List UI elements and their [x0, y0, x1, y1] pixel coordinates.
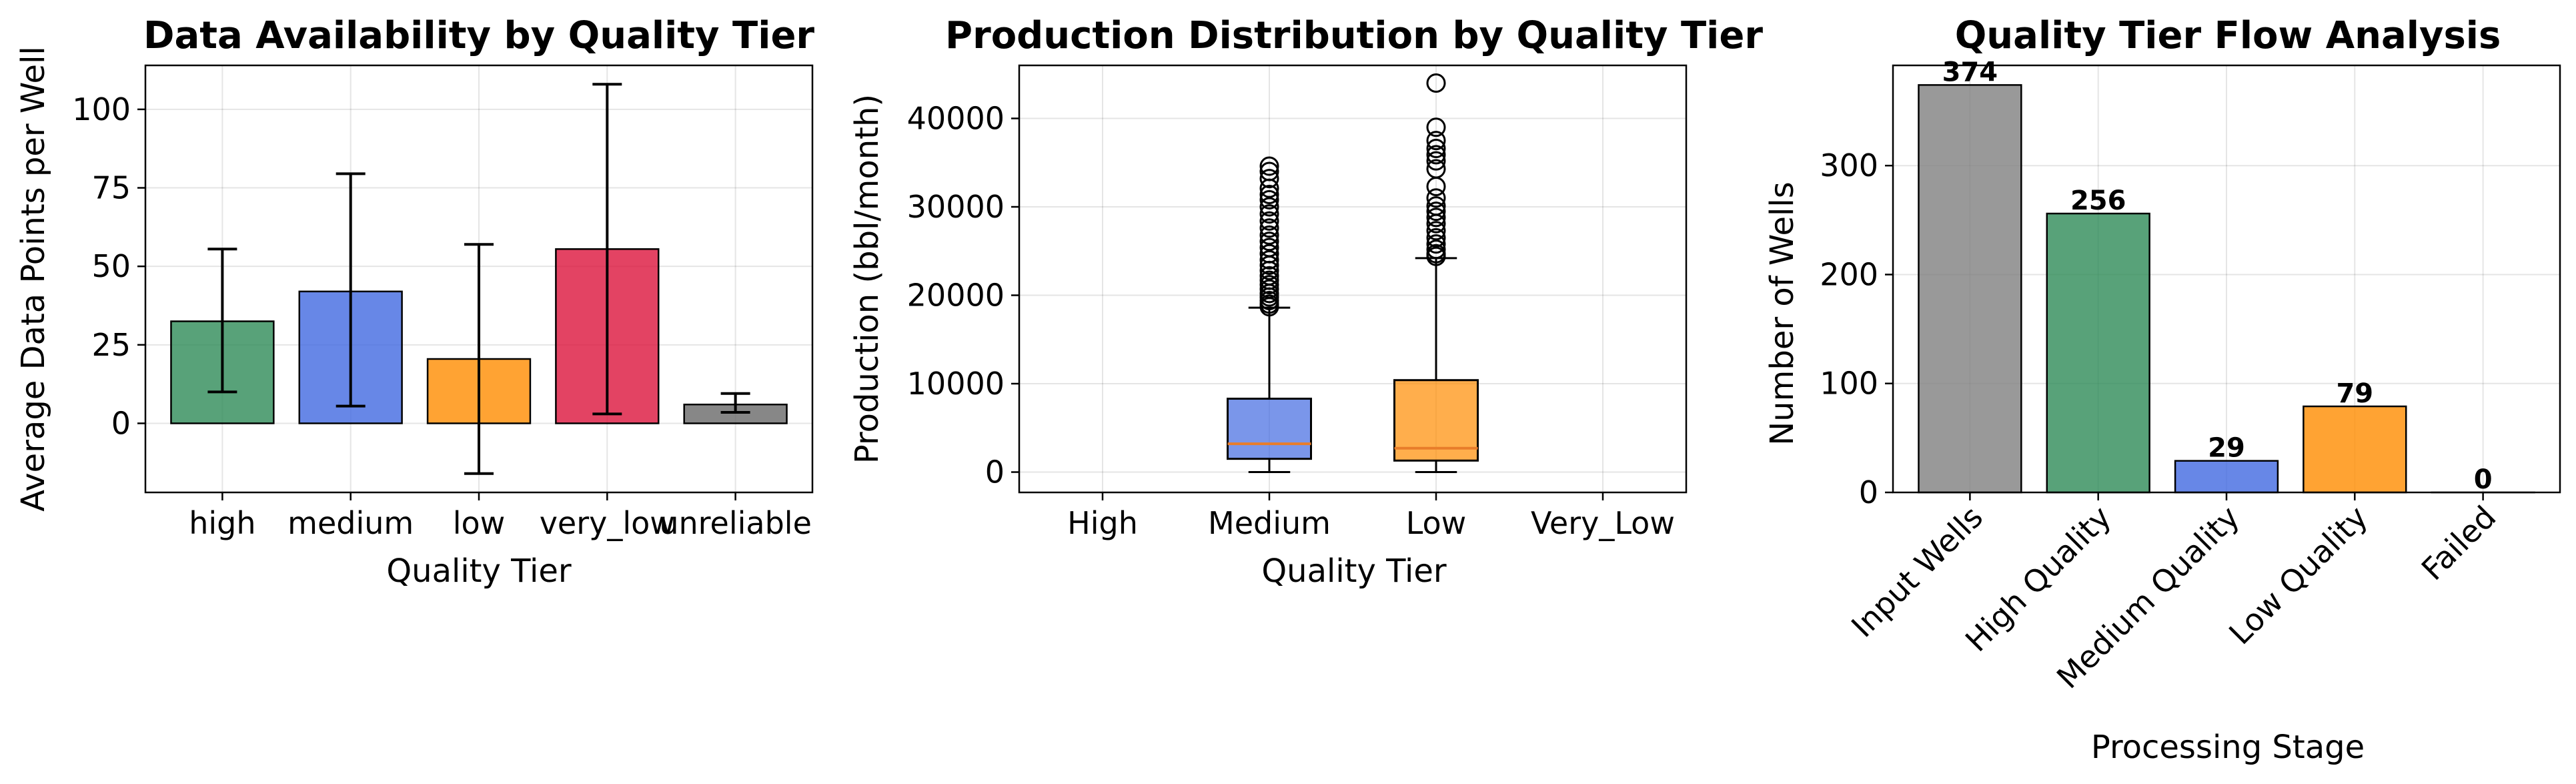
plot-frame: [1018, 64, 1688, 494]
outlier-point: [1259, 270, 1279, 290]
plot-frame: [1892, 64, 2561, 494]
outlier-point: [1259, 266, 1279, 286]
outlier-point: [1259, 238, 1279, 258]
outlier-point: [1259, 275, 1279, 295]
x-tick-label: Failed: [2415, 499, 2503, 588]
chart-title: Data Availability by Quality Tier: [143, 14, 814, 57]
x-tick-label: Low Quality: [2222, 499, 2375, 652]
x-axis-label: Quality Tier: [1261, 552, 1446, 590]
y-tick-label: 0: [111, 405, 131, 441]
outlier-point: [1259, 244, 1279, 264]
y-tick-label: 25: [91, 327, 131, 363]
outlier-point: [1259, 156, 1279, 176]
outlier-point: [1426, 202, 1446, 222]
plot-frame: [144, 64, 814, 494]
outlier-point: [1426, 117, 1446, 137]
outlier-point: [1426, 208, 1446, 228]
outlier-point: [1259, 211, 1279, 231]
chart-panel-production-distribution: Production Distribution by Quality Tier …: [848, 14, 1763, 590]
outlier-point: [1426, 228, 1446, 248]
data-label: 374: [1942, 57, 1998, 87]
y-axis-label: Average Data Points per Well: [15, 46, 52, 512]
y-tick-label: 100: [1820, 366, 1878, 402]
bar-input-wells: [1918, 84, 2022, 494]
y-tick-label: 75: [91, 170, 131, 206]
y-tick-label: 0: [1859, 474, 1878, 510]
outlier-point: [1426, 196, 1446, 216]
chart-title: Production Distribution by Quality Tier: [945, 14, 1763, 57]
x-tick-label: Medium: [1208, 505, 1331, 541]
y-tick-label: 40000: [907, 101, 1005, 137]
y-tick-label: 20000: [907, 278, 1005, 314]
x-tick-label: Low: [1406, 505, 1467, 541]
outlier-point: [1426, 221, 1446, 241]
y-tick-label: 300: [1820, 147, 1878, 183]
y-tick-label: 200: [1820, 256, 1878, 292]
bar-low-quality: [2303, 405, 2407, 494]
x-axis-label: Quality Tier: [386, 552, 571, 590]
chart-panel-data-availability: Data Availability by Quality Tier Qualit…: [15, 14, 814, 590]
data-label: 79: [2336, 378, 2373, 409]
y-axis-label: Production (bbl/month): [848, 94, 886, 464]
chart-panel-quality-flow: Quality Tier Flow Analysis Processing St…: [1764, 14, 2561, 766]
x-tick-label: medium: [287, 505, 414, 541]
outlier-point: [1259, 250, 1279, 270]
outlier-point: [1426, 188, 1446, 208]
x-axis-label: Processing Stage: [2091, 729, 2365, 766]
x-tick-label: High: [1067, 505, 1138, 541]
x-tick-label: very_low: [540, 505, 675, 541]
outlier-point: [1259, 232, 1279, 252]
x-tick-label: Very_Low: [1531, 505, 1675, 541]
outlier-point: [1259, 279, 1279, 299]
outlier-point: [1259, 225, 1279, 245]
bar-high-quality: [2046, 212, 2150, 494]
outlier-point: [1426, 151, 1446, 171]
outlier-point: [1426, 73, 1446, 93]
outlier-point: [1259, 184, 1279, 204]
y-axis-label: Number of Wells: [1764, 181, 1801, 445]
outlier-point: [1426, 244, 1446, 264]
y-tick-label: 10000: [907, 366, 1005, 402]
outlier-point: [1259, 197, 1279, 217]
outlier-point: [1426, 131, 1446, 151]
x-tick-label: low: [453, 505, 506, 541]
outlier-point: [1259, 204, 1279, 224]
y-tick-label: 30000: [907, 189, 1005, 225]
outlier-point: [1426, 139, 1446, 159]
outlier-point: [1259, 161, 1279, 181]
data-label: 0: [2474, 464, 2493, 495]
outlier-point: [1259, 218, 1279, 238]
x-tick-label: unreliable: [659, 505, 812, 541]
outlier-point: [1426, 240, 1446, 260]
y-tick-label: 0: [985, 454, 1005, 490]
chart-title: Quality Tier Flow Analysis: [1955, 14, 2501, 57]
bar-medium-quality: [2174, 460, 2279, 494]
box-Medium: [1227, 398, 1312, 460]
outlier-point: [1426, 234, 1446, 254]
y-tick-label: 50: [91, 248, 131, 284]
x-tick-label: high: [189, 505, 255, 541]
outlier-point: [1259, 169, 1279, 189]
data-label: 256: [2070, 185, 2126, 216]
x-tick-label: Input Wells: [1844, 499, 1990, 645]
data-label: 29: [2208, 433, 2245, 464]
outlier-point: [1426, 159, 1446, 179]
y-tick-label: 100: [72, 91, 131, 127]
outlier-point: [1426, 145, 1446, 165]
outlier-point: [1259, 189, 1279, 210]
